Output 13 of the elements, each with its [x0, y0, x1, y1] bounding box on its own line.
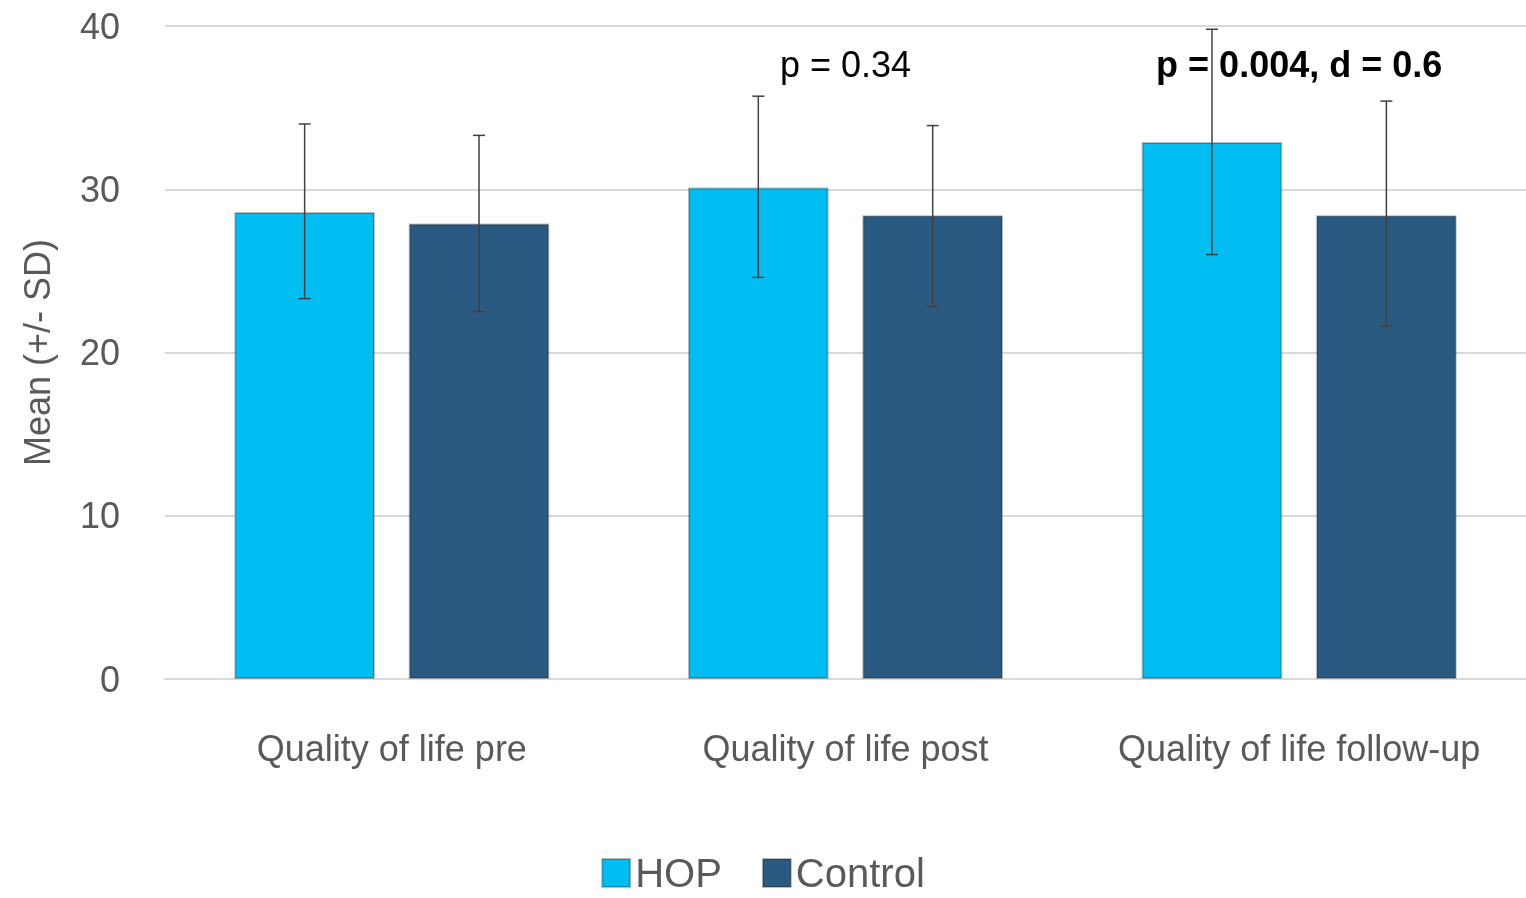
y-tick-label: 10 — [79, 495, 120, 537]
annotation: p = 0.004, d = 0.6 — [1156, 43, 1443, 85]
x-tick-label: Quality of life pre — [256, 727, 527, 769]
y-tick-label: 20 — [79, 332, 120, 373]
legend-label: HOP — [635, 851, 722, 895]
annotation: p = 0.34 — [779, 43, 912, 85]
legend-label: Control — [795, 851, 925, 895]
x-tick-label: Quality of life follow-up — [1118, 727, 1481, 769]
y-tick-label: 30 — [79, 168, 120, 210]
y-tick-label: 40 — [79, 5, 120, 47]
y-axis-title: Mean (+/- SD) — [16, 238, 58, 467]
x-tick-label: Quality of life post — [702, 727, 989, 769]
y-tick-label: 0 — [99, 658, 120, 700]
